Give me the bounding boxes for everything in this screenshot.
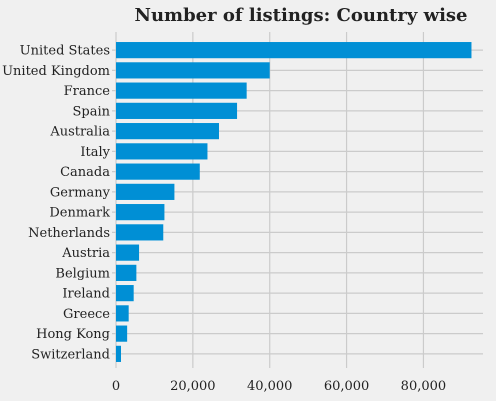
chart-title: Number of listings: Country wise bbox=[134, 5, 467, 26]
bar bbox=[116, 62, 270, 79]
category-label: France bbox=[64, 84, 111, 99]
category-label: Italy bbox=[80, 145, 110, 160]
category-label: United Kingdom bbox=[2, 64, 110, 79]
category-label: Switzerland bbox=[31, 347, 110, 362]
bar bbox=[116, 102, 238, 119]
category-label: Netherlands bbox=[28, 226, 110, 241]
category-label: Austria bbox=[61, 246, 110, 261]
category-label: Canada bbox=[60, 165, 110, 180]
bar bbox=[116, 82, 247, 99]
bar bbox=[116, 183, 175, 200]
bar bbox=[116, 305, 129, 322]
category-label: Germany bbox=[50, 185, 111, 200]
category-label: Spain bbox=[72, 104, 110, 119]
bar bbox=[116, 143, 208, 160]
bar bbox=[116, 163, 200, 180]
x-tick-label: 0 bbox=[112, 379, 120, 394]
category-label: United States bbox=[20, 44, 110, 59]
bar bbox=[116, 285, 134, 302]
bar bbox=[116, 244, 140, 261]
bar bbox=[116, 123, 219, 140]
category-labels: United States United Kingdom France Spain Au… bbox=[2, 44, 111, 363]
category-label: Ireland bbox=[62, 287, 110, 302]
bar bbox=[116, 204, 165, 221]
bar bbox=[116, 224, 164, 241]
x-tick-label: 40,000 bbox=[247, 379, 293, 394]
x-tick-labels: 0 20,000 40,000 60,000 80,000 bbox=[112, 379, 446, 394]
bar bbox=[116, 42, 472, 59]
bar bbox=[116, 345, 121, 362]
category-label: Belgium bbox=[55, 266, 110, 281]
bars bbox=[116, 42, 472, 362]
x-tick-label: 80,000 bbox=[401, 379, 447, 394]
x-tick-label: 20,000 bbox=[170, 379, 216, 394]
category-label: Hong Kong bbox=[36, 327, 110, 342]
category-label: Denmark bbox=[49, 206, 110, 221]
x-tick-label: 60,000 bbox=[324, 379, 370, 394]
category-label: Australia bbox=[49, 125, 110, 140]
category-label: Greece bbox=[63, 307, 110, 322]
bar bbox=[116, 264, 137, 281]
bar bbox=[116, 325, 128, 342]
